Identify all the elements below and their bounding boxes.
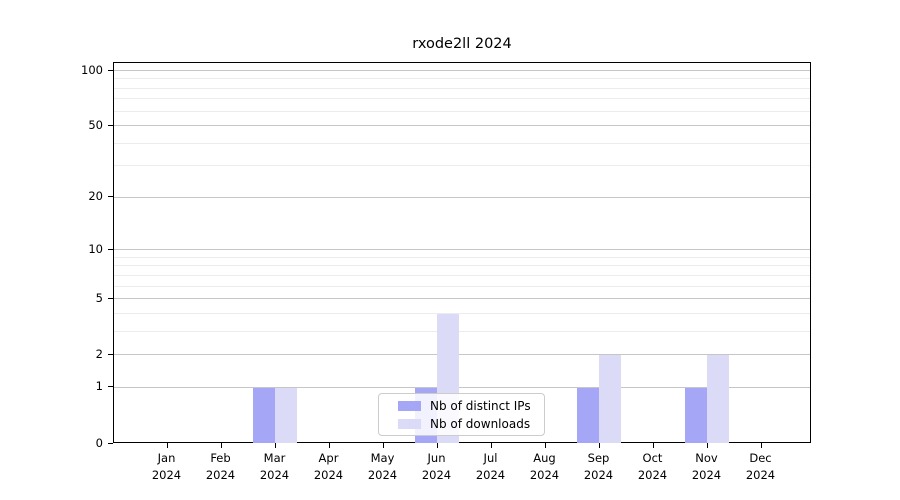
legend: Nb of distinct IPs Nb of downloads [378, 393, 545, 436]
y-tick-mark [108, 353, 113, 355]
x-tick-mark [436, 443, 438, 448]
y-tick-label: 20 [88, 189, 103, 204]
x-tick-mark [706, 443, 708, 448]
major-gridline [114, 196, 810, 198]
x-tick-mark [274, 443, 276, 448]
x-tick-mark [760, 443, 762, 448]
bar-downloads-sep [598, 355, 621, 443]
minor-gridline [114, 330, 810, 332]
y-tick-mark [108, 442, 113, 444]
legend-label-downloads: Nb of downloads [430, 416, 531, 431]
x-tick-label-aug: Aug 2024 [529, 451, 560, 483]
major-gridline [114, 354, 810, 356]
major-gridline [114, 70, 810, 71]
major-gridline [114, 298, 810, 300]
x-tick-mark [220, 443, 222, 448]
y-tick-label: 0 [95, 435, 103, 450]
plot-area [113, 62, 811, 443]
bar-distinct-ips-nov [684, 387, 707, 443]
minor-gridline [114, 265, 810, 267]
x-tick-mark [490, 443, 492, 448]
y-tick-label: 2 [95, 346, 103, 361]
chart-title: rxode2ll 2024 [412, 36, 512, 52]
bar-downloads-nov [706, 355, 729, 443]
x-tick-label-sep: Sep 2024 [583, 451, 614, 483]
x-tick-mark [544, 443, 546, 448]
minor-gridline [114, 274, 810, 276]
minor-gridline [114, 87, 810, 89]
x-tick-mark [166, 443, 168, 448]
legend-entry-distinct-ips: Nb of distinct IPs [398, 399, 544, 412]
x-tick-label-may: May 2024 [367, 451, 398, 483]
major-gridline [114, 249, 810, 251]
x-tick-label-dec: Dec 2024 [745, 451, 776, 483]
minor-gridline [114, 142, 810, 144]
minor-gridline [114, 165, 810, 167]
y-tick-label: 5 [95, 290, 103, 305]
bar-distinct-ips-sep [576, 387, 599, 443]
x-tick-mark [382, 443, 384, 448]
minor-gridline [114, 312, 810, 314]
y-tick-mark [108, 386, 113, 388]
y-tick-mark [108, 69, 113, 71]
y-tick-label: 10 [88, 241, 103, 256]
minor-gridline [114, 110, 810, 112]
minor-gridline [114, 285, 810, 287]
x-tick-label-jan: Jan 2024 [151, 451, 182, 483]
major-gridline [114, 386, 810, 388]
y-tick-label: 1 [95, 379, 103, 394]
x-tick-mark [328, 443, 330, 448]
y-tick-mark [108, 297, 113, 299]
x-tick-mark [652, 443, 654, 448]
minor-gridline [114, 256, 810, 258]
legend-swatch-downloads-icon [398, 418, 421, 429]
legend-label-distinct-ips: Nb of distinct IPs [430, 398, 531, 413]
legend-swatch-distinct-ips-icon [398, 400, 421, 411]
y-tick-mark [108, 124, 113, 126]
minor-gridline [114, 98, 810, 100]
x-tick-label-oct: Oct 2024 [637, 451, 668, 483]
bar-downloads-mar [274, 387, 297, 443]
x-tick-label-nov: Nov 2024 [691, 451, 722, 483]
y-tick-label: 100 [81, 62, 103, 77]
x-tick-label-mar: Mar 2024 [259, 451, 290, 483]
x-tick-label-jun: Jun 2024 [421, 451, 452, 483]
bar-distinct-ips-mar [252, 387, 275, 443]
y-tick-mark [108, 248, 113, 250]
major-gridline [114, 125, 810, 127]
minor-gridline [114, 78, 810, 80]
x-tick-label-jul: Jul 2024 [475, 451, 506, 483]
y-tick-label: 50 [88, 117, 103, 132]
legend-entry-downloads: Nb of downloads [398, 417, 544, 430]
y-tick-mark [108, 196, 113, 198]
x-tick-mark [598, 443, 600, 448]
x-tick-label-apr: Apr 2024 [313, 451, 344, 483]
x-tick-label-feb: Feb 2024 [205, 451, 236, 483]
